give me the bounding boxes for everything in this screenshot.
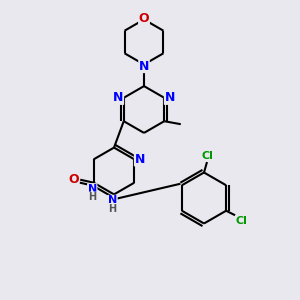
Text: O: O bbox=[68, 173, 79, 186]
Text: N: N bbox=[134, 153, 145, 166]
Text: N: N bbox=[108, 195, 117, 206]
Text: O: O bbox=[139, 11, 149, 25]
Text: H: H bbox=[88, 192, 96, 202]
Text: Cl: Cl bbox=[201, 151, 213, 161]
Text: N: N bbox=[88, 184, 97, 194]
Text: H: H bbox=[108, 204, 117, 214]
Text: Cl: Cl bbox=[235, 216, 247, 226]
Text: N: N bbox=[164, 91, 175, 104]
Text: N: N bbox=[139, 59, 149, 73]
Text: N: N bbox=[113, 91, 124, 104]
